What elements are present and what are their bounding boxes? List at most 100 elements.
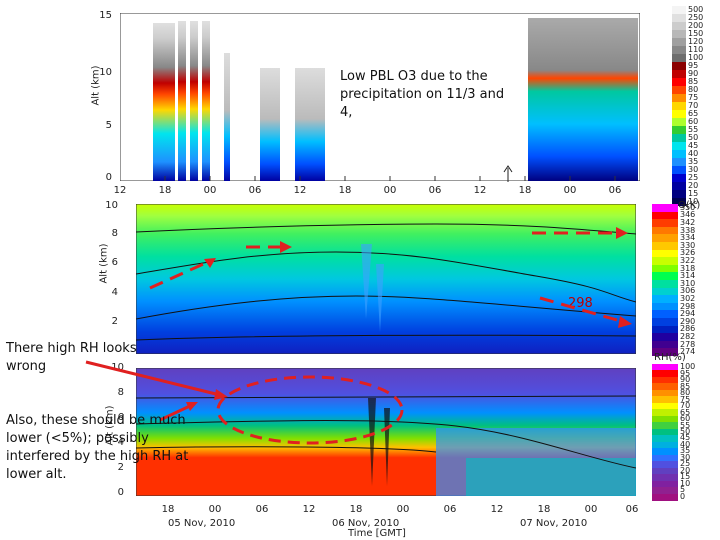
panel-middle-colorbar: O(K) 350 346 342 338 334 330 326 322 318 314 310 30…	[652, 200, 718, 360]
colorbar-tick-label: 200	[688, 21, 704, 30]
colorbar-tick-label: 250	[688, 13, 704, 22]
colorbar-swatch	[652, 415, 678, 423]
colorbar-swatch	[672, 182, 686, 190]
panel-bottom-xtick: 00	[584, 504, 598, 515]
panel-top-ytick: 10	[99, 67, 112, 78]
colorbar-swatch	[672, 38, 686, 46]
colorbar-tick-label: 282	[680, 332, 696, 341]
panel-middle-ytick: 10	[105, 200, 118, 211]
colorbar-swatch	[672, 22, 686, 30]
colorbar-swatch	[672, 30, 686, 38]
colorbar-tick-label: 286	[680, 324, 696, 334]
colorbar-swatch	[652, 348, 678, 357]
colorbar-tick-label: 50	[688, 133, 699, 142]
dashed-arrow	[539, 296, 625, 324]
colorbar-tick-label: 20	[680, 465, 691, 475]
colorbar-swatch	[672, 174, 686, 182]
colorbar-tick-label: 15	[680, 472, 691, 482]
panel-bottom-xtick: 06	[625, 504, 639, 515]
panel-top-xtick: 00	[203, 185, 217, 196]
colorbar-tick-label: 100	[680, 362, 696, 372]
colorbar-swatch	[652, 249, 678, 258]
colorbar-tick-label: 90	[688, 69, 699, 78]
colorbar-tick-label: 95	[680, 368, 691, 378]
colorbar-swatch	[652, 493, 678, 501]
panel-bottom-xtick: 18	[537, 504, 551, 515]
panel-middle-ytick: 4	[111, 287, 118, 298]
panel-bottom-xtick: 00	[396, 504, 410, 515]
colorbar-tick-label: 70	[688, 101, 699, 110]
panel-top-xtick: 18	[338, 185, 352, 196]
panel-bottom-xtick: 12	[302, 504, 316, 515]
colorbar-tick-label: 350	[680, 202, 696, 212]
panel-bottom: Alt (km) 10 8 6 4 2 0 18 00 06 12	[100, 360, 650, 540]
colorbar-swatch	[672, 110, 686, 118]
panel-bottom-xtick: 12	[490, 504, 504, 515]
panel-top-plot	[120, 13, 640, 181]
colorbar-swatch	[652, 364, 678, 371]
colorbar-tick-label: 338	[680, 225, 696, 235]
panel-middle-ytick: 8	[111, 228, 118, 239]
colorbar-tick-label: 50	[680, 427, 691, 436]
colorbar-swatch	[652, 441, 678, 449]
annotation-left-note-2: Also, these should be much lower (<5%); …	[6, 413, 189, 482]
colorbar-tick-label: 25	[688, 173, 699, 182]
colorbar-tick-label: 40	[680, 439, 691, 449]
colorbar-tick-label: 120	[688, 37, 704, 46]
colorbar-swatch	[652, 272, 678, 281]
colorbar-swatch	[652, 234, 678, 243]
panel-bottom-ytick: 8	[117, 387, 124, 398]
panel-bottom-xtick: 06	[255, 504, 269, 515]
colorbar-swatch	[672, 158, 686, 166]
colorbar-tick-label: 60	[680, 414, 691, 424]
panel-top-xtick: 06	[248, 185, 262, 196]
colorbar-swatch	[652, 396, 678, 404]
colorbar-swatch	[672, 134, 686, 142]
colorbar-tick-label: 40	[688, 149, 699, 158]
colorbar-swatch	[672, 150, 686, 158]
colorbar-swatch	[672, 54, 686, 62]
panel-bottom-xtick: 06	[443, 504, 457, 515]
panel-top-xtick: 06	[608, 185, 622, 196]
panel-top-xtick: 00	[563, 185, 577, 196]
dashed-ellipse	[216, 375, 404, 445]
panel-bottom-xtick: 18	[349, 504, 363, 515]
colorbar-tick-label: 10	[688, 197, 699, 206]
panel-top-ytick: 5	[105, 120, 112, 131]
colorbar-tick-label: 274	[680, 347, 696, 357]
panel-top-xtick: 12	[113, 185, 127, 196]
colorbar-tick-label: 20	[688, 181, 699, 190]
colorbar-tick-label: 35	[688, 157, 699, 166]
panel-top-xtick: 06	[428, 185, 442, 196]
panel-bottom-date-label: 07 Nov, 2010	[520, 518, 588, 529]
panel-top-ytick: 0	[105, 172, 112, 183]
colorbar-swatch	[652, 467, 678, 475]
colorbar-swatch	[672, 14, 686, 22]
colorbar-swatch	[652, 264, 678, 273]
colorbar-tick-label: 298	[680, 301, 696, 311]
panel-middle-colorbar-title: O(K)	[678, 200, 701, 211]
colorbar-tick-label: 25	[680, 459, 691, 469]
colorbar-tick-label: 150	[688, 29, 704, 38]
colorbar-tick-label: 318	[680, 263, 696, 273]
panel-bottom-plot	[136, 368, 636, 496]
colorbar-tick-label: 35	[680, 446, 691, 456]
colorbar-swatch	[672, 6, 686, 14]
colorbar-swatch	[672, 70, 686, 78]
panel-middle-ytick: 6	[111, 257, 118, 268]
panel-top-colorbar: 500 250 200 150 120 110 100 95 90 85 80 75 70 65 60 55 5…	[672, 5, 718, 206]
panel-top-xtick: 12	[293, 185, 307, 196]
colorbar-swatch	[652, 409, 678, 417]
colorbar-swatch	[652, 448, 678, 456]
colorbar-swatch	[652, 310, 678, 319]
colorbar-tick-label: 10	[680, 478, 691, 488]
colorbar-swatch	[652, 325, 678, 334]
colorbar-tick-label: 55	[688, 125, 699, 134]
colorbar-swatch	[652, 428, 678, 436]
panel-bottom-xtick: 00	[208, 504, 222, 515]
panel-top-xtick: 00	[383, 185, 397, 196]
colorbar-swatch	[652, 487, 678, 495]
panel-bottom-colorbar-title: RH(%)	[654, 352, 686, 363]
colorbar-tick-label: 65	[688, 109, 699, 118]
